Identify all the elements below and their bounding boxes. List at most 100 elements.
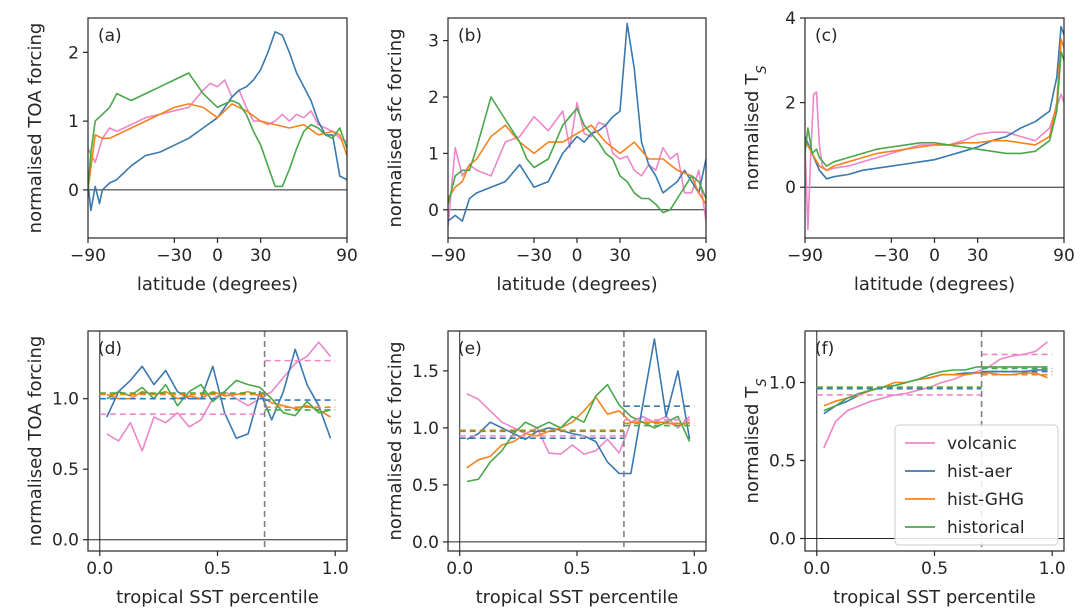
x-tick-label: 0.5	[563, 559, 590, 579]
series-line-volcanic	[106, 341, 332, 452]
x-axis-label: latitude (degrees)	[137, 274, 298, 295]
x-tick-label: −30	[873, 246, 909, 266]
series-line-hist-aer	[466, 338, 691, 475]
panel-label: (a)	[98, 26, 122, 46]
y-axis-label-subscript: S	[755, 66, 770, 74]
axes-frame	[447, 330, 707, 552]
x-tick-label: 0.0	[86, 559, 113, 579]
y-axis-label: normalised TOA forcing	[25, 336, 46, 547]
series-line-hist-GHG	[448, 124, 706, 205]
plot-area	[448, 331, 706, 551]
x-tick-label: 90	[1053, 246, 1075, 266]
y-tick-label: 0.0	[52, 531, 79, 551]
y-tick-label: 0	[428, 201, 439, 221]
x-tick-label: −30	[156, 246, 192, 266]
plot-area	[88, 331, 347, 551]
y-tick-label: 1	[428, 144, 439, 164]
x-tick-label: 1.0	[1039, 559, 1066, 579]
series-line-hist-GHG	[106, 390, 331, 418]
axes-frame	[447, 17, 707, 239]
x-tick-label: 30	[609, 246, 631, 266]
x-tick-label: 90	[336, 246, 358, 266]
series-line-hist-aer	[106, 348, 332, 440]
y-tick-label: 0.0	[769, 530, 796, 550]
y-tick-label: 1.0	[52, 390, 79, 410]
x-tick-label: 0	[212, 246, 223, 266]
x-tick-label: 0.0	[446, 559, 473, 579]
x-tick-label: 0.5	[921, 559, 948, 579]
series-line-hist-aer	[448, 22, 706, 222]
x-tick-label: 1.0	[681, 559, 708, 579]
series-line-hist-aer	[805, 25, 1064, 180]
panel-2: −90 −30 0 30 90 0 2 4 (c) latitude (degrees) norma…	[742, 9, 1075, 295]
x-tick-label: 0.5	[204, 559, 231, 579]
x-tick-label: −30	[516, 246, 552, 266]
panel-5: 0.0 0.5 1.0 0.0 0.5 1.0 (f) tropical SST percen…	[742, 330, 1066, 608]
y-tick-label: 0	[68, 181, 79, 201]
x-axis-label: tropical SST percentile	[476, 587, 679, 608]
series-line-volcanic	[448, 101, 706, 227]
series-line-historical	[823, 366, 1048, 412]
y-tick-label: 2	[785, 94, 796, 114]
legend: volcanic hist-aer hist-GHG historical	[894, 424, 1059, 546]
y-axis-label: normalised TS	[742, 66, 770, 191]
y-tick-label: 0.5	[769, 452, 796, 472]
y-tick-label: 0	[785, 178, 796, 198]
series-line-volcanic	[88, 79, 347, 164]
y-axis-label: normalised sfc forcing	[385, 28, 406, 227]
y-axis-label-subscript: S	[755, 379, 770, 387]
series-line-historical	[106, 379, 331, 417]
plot-area	[805, 25, 1064, 231]
x-axis-label: latitude (degrees)	[496, 274, 657, 295]
x-tick-label: 30	[967, 246, 989, 266]
series-line-historical	[805, 50, 1064, 167]
series-line-hist-GHG	[805, 38, 1064, 172]
x-tick-label: 30	[250, 246, 272, 266]
plot-area	[88, 30, 347, 212]
panel-4: 0.0 0.5 1.0 0.0 0.5 1.0 1.5 (e) tropical SST per…	[385, 330, 708, 608]
y-tick-label: 0.5	[52, 460, 79, 480]
panel-label: (d)	[98, 339, 122, 359]
series-line-historical	[466, 383, 691, 483]
x-axis-label: latitude (degrees)	[854, 274, 1015, 295]
panel-label: (b)	[458, 26, 482, 46]
legend-box	[894, 424, 1059, 546]
plot-area	[448, 22, 706, 227]
series-line-historical	[88, 72, 347, 190]
panel-3: 0.0 0.5 1.0 0.0 0.5 1.0 (d) tropical SST percen…	[25, 330, 349, 608]
legend-label-volcanic: volcanic	[947, 434, 1017, 454]
y-tick-label: 0.0	[412, 533, 439, 553]
y-tick-label: 1.0	[769, 373, 796, 393]
panel-label: (e)	[458, 339, 482, 359]
y-tick-label: 1.0	[412, 419, 439, 439]
panel-1: −90 −30 0 30 90 0 1 2 3 (b) latitude (degrees) norm…	[385, 17, 717, 295]
y-tick-label: 1.5	[412, 362, 439, 382]
y-tick-label: 2	[428, 88, 439, 108]
x-tick-label: 0	[572, 246, 583, 266]
axes-frame	[804, 17, 1065, 239]
x-axis-label: tropical SST percentile	[833, 587, 1036, 608]
y-tick-label: 1	[68, 112, 79, 132]
series-line-volcanic	[466, 392, 691, 455]
x-tick-label: 0.0	[803, 559, 830, 579]
y-tick-label: 0.5	[412, 476, 439, 496]
series-line-hist-GHG	[466, 396, 690, 469]
x-tick-label: −90	[787, 246, 823, 266]
x-tick-label: −90	[430, 246, 466, 266]
y-tick-label: 3	[428, 32, 439, 52]
series-line-volcanic	[805, 91, 1064, 231]
legend-label-hist-GHG: hist-GHG	[947, 490, 1024, 510]
x-tick-label: −90	[70, 246, 106, 266]
y-axis-label: normalised TS	[742, 379, 770, 504]
series-line-volcanic	[823, 341, 1048, 449]
series-line-historical	[448, 96, 706, 214]
y-tick-label: 4	[785, 9, 796, 29]
panel-label: (c)	[815, 26, 838, 46]
y-axis-label: normalised sfc forcing	[385, 341, 406, 540]
x-tick-label: 90	[695, 246, 717, 266]
legend-label-hist-aer: hist-aer	[947, 462, 1012, 482]
y-axis-label: normalised TOA forcing	[25, 23, 46, 234]
panel-0: −90 −30 0 30 90 0 1 2 (a) latitude (degrees) norma…	[25, 17, 358, 295]
x-tick-label: 1.0	[322, 559, 349, 579]
